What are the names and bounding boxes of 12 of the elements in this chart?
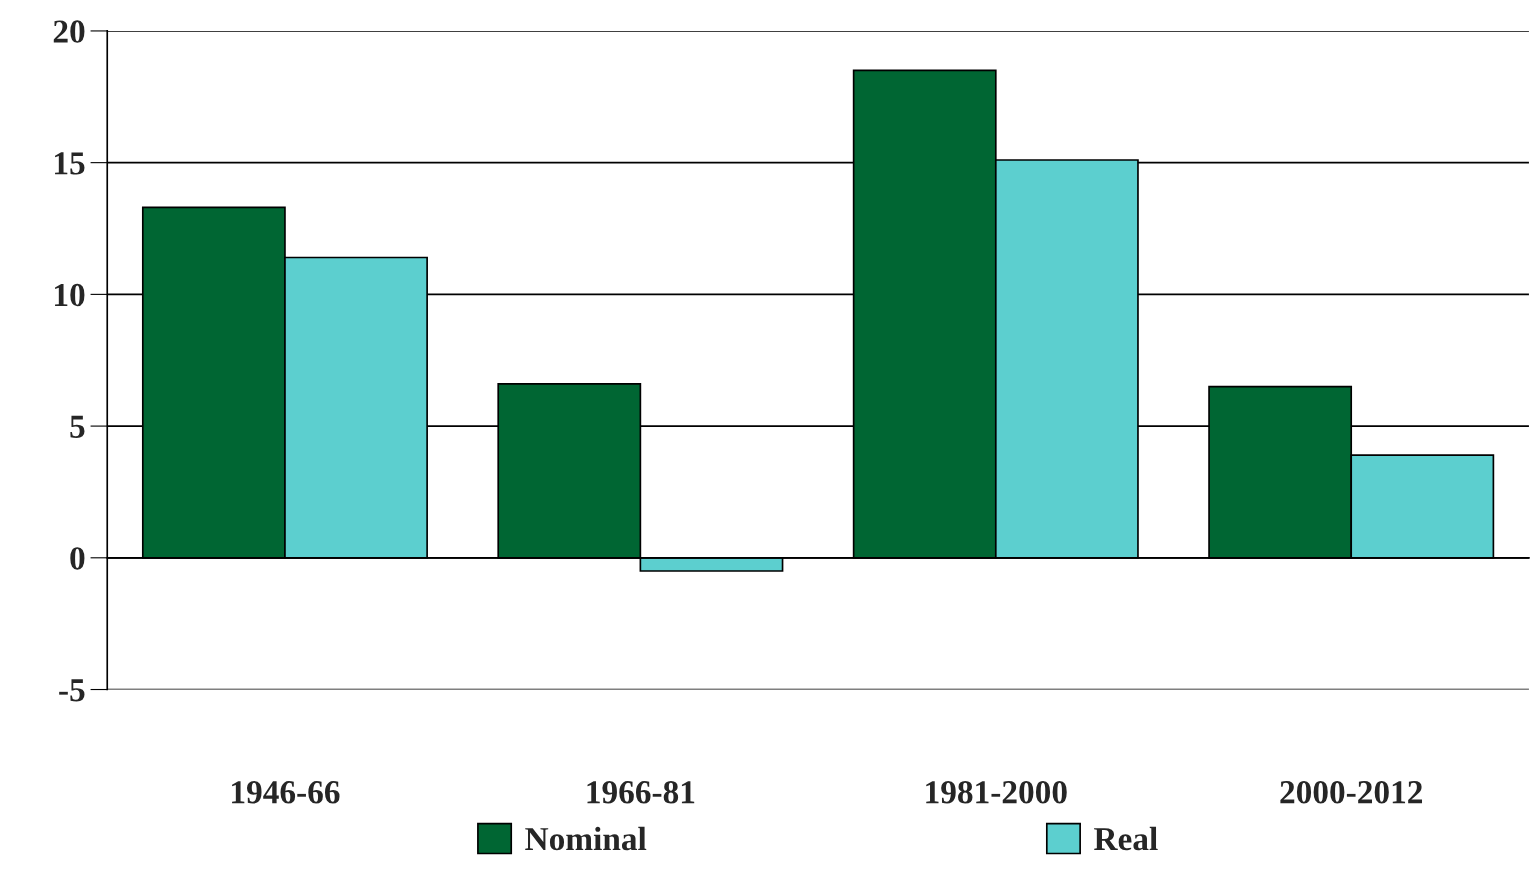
legend-label: Nominal xyxy=(525,826,647,851)
x-tick-label: 1966-81 xyxy=(587,780,695,804)
y-tick-label: 15 xyxy=(55,152,85,175)
x-tick-label: 1946-66 xyxy=(232,781,340,804)
y-tick-label: -5 xyxy=(59,679,85,702)
y-tick-label: 10 xyxy=(55,283,85,307)
y-tick-label: 20 xyxy=(53,20,85,43)
x-tick-label: 1981-2000 xyxy=(926,780,1067,804)
y-tick-label: 0 xyxy=(70,547,85,570)
x-tick-label: 2000-2012 xyxy=(1280,780,1423,804)
y-tick-label: 5 xyxy=(70,415,85,438)
legend-label: Real xyxy=(1094,826,1158,851)
